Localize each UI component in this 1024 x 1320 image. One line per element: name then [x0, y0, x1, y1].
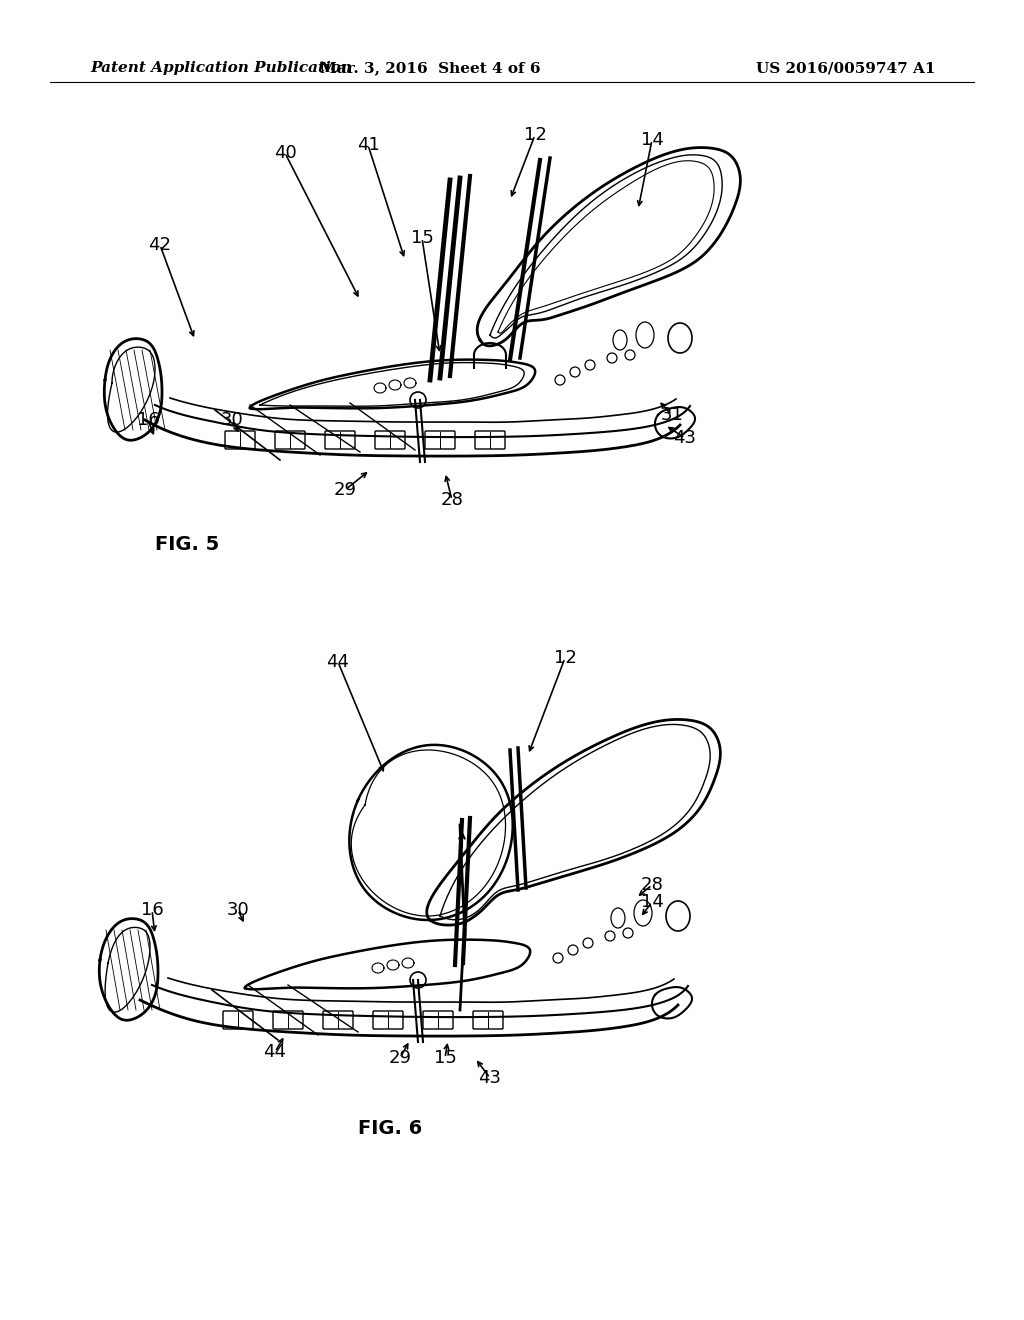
Text: FIG. 5: FIG. 5 — [155, 536, 219, 554]
Text: 31: 31 — [660, 407, 683, 424]
Text: 29: 29 — [388, 1049, 412, 1067]
Text: 43: 43 — [478, 1069, 502, 1086]
Text: 15: 15 — [411, 228, 433, 247]
Text: 42: 42 — [148, 236, 171, 253]
Text: 15: 15 — [433, 1049, 457, 1067]
Text: 14: 14 — [641, 894, 664, 911]
Text: 44: 44 — [263, 1043, 287, 1061]
Text: FIG. 6: FIG. 6 — [357, 1118, 422, 1138]
Text: 40: 40 — [273, 144, 296, 162]
Text: 29: 29 — [334, 480, 356, 499]
Text: US 2016/0059747 A1: US 2016/0059747 A1 — [756, 61, 935, 75]
Text: 30: 30 — [226, 902, 250, 919]
Text: 41: 41 — [356, 136, 380, 154]
Text: 12: 12 — [523, 125, 547, 144]
Text: 14: 14 — [641, 131, 664, 149]
Text: 28: 28 — [440, 491, 464, 510]
Text: 12: 12 — [554, 649, 577, 667]
Text: 16: 16 — [140, 902, 164, 919]
Text: Mar. 3, 2016  Sheet 4 of 6: Mar. 3, 2016 Sheet 4 of 6 — [319, 61, 541, 75]
Text: Patent Application Publication: Patent Application Publication — [90, 61, 352, 75]
Text: 16: 16 — [136, 411, 160, 429]
Text: 30: 30 — [220, 411, 244, 429]
Text: 28: 28 — [641, 876, 664, 894]
Text: 44: 44 — [327, 653, 349, 671]
Text: 43: 43 — [674, 429, 696, 447]
